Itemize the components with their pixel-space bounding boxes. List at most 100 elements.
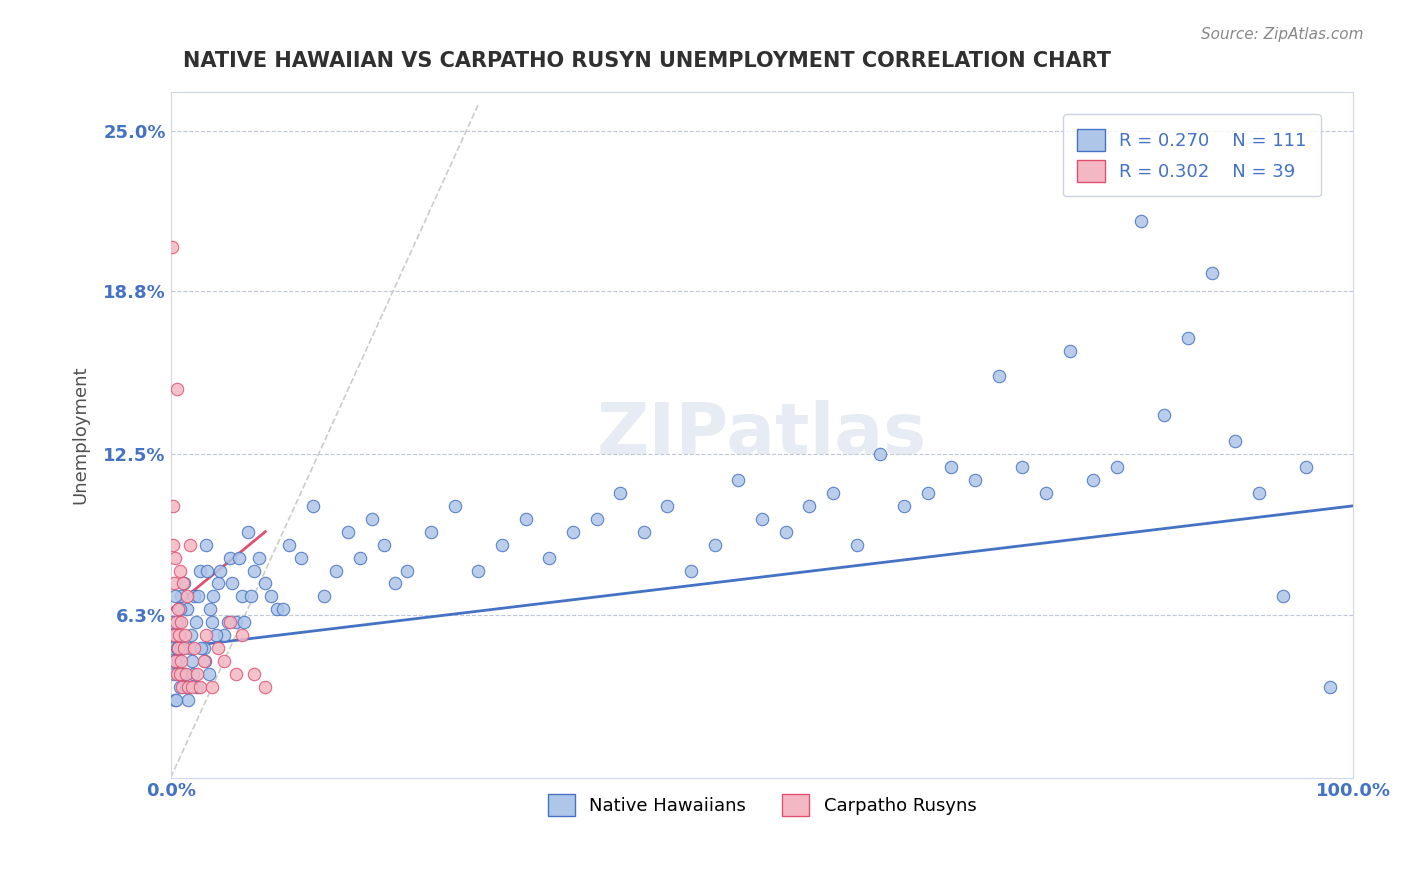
Point [538, 550, 561, 565]
Point [183, 641, 205, 656]
Point [703, 538, 725, 552]
Point [179, 641, 201, 656]
Point [183, 590, 205, 604]
Point [1153, 408, 1175, 422]
Point [202, 590, 225, 604]
Point [236, 524, 259, 539]
Point [249, 550, 271, 565]
Point [167, 641, 190, 656]
Point [173, 576, 195, 591]
Point [166, 667, 188, 681]
Point [681, 564, 703, 578]
Point [181, 667, 204, 681]
Point [207, 576, 229, 591]
Point [240, 590, 263, 604]
Point [166, 628, 188, 642]
Point [195, 628, 218, 642]
Point [163, 654, 186, 668]
Point [254, 680, 277, 694]
Point [162, 499, 184, 513]
Point [1225, 434, 1247, 448]
Point [184, 615, 207, 630]
Point [204, 628, 226, 642]
Point [799, 499, 821, 513]
Point [1059, 343, 1081, 358]
Point [181, 680, 204, 694]
Point [1177, 330, 1199, 344]
Point [1011, 460, 1033, 475]
Point [1035, 486, 1057, 500]
Point [170, 590, 193, 604]
Point [775, 524, 797, 539]
Point [207, 641, 229, 656]
Point [193, 654, 215, 668]
Point [197, 564, 219, 578]
Point [1129, 214, 1152, 228]
Point [163, 667, 186, 681]
Point [165, 693, 187, 707]
Point [160, 615, 183, 630]
Point [201, 680, 224, 694]
Point [162, 538, 184, 552]
Point [162, 641, 184, 656]
Point [169, 667, 191, 681]
Point [1201, 266, 1223, 280]
Point [173, 641, 195, 656]
Point [165, 693, 187, 707]
Point [209, 564, 232, 578]
Point [166, 602, 188, 616]
Point [177, 693, 200, 707]
Point [188, 680, 211, 694]
Point [172, 576, 194, 591]
Point [170, 615, 193, 630]
Point [188, 564, 211, 578]
Point [609, 486, 631, 500]
Point [170, 654, 193, 668]
Point [290, 550, 312, 565]
Point [163, 628, 186, 642]
Point [167, 628, 190, 642]
Point [225, 615, 247, 630]
Point [177, 680, 200, 694]
Point [201, 615, 224, 630]
Point [491, 538, 513, 552]
Point [195, 538, 218, 552]
Point [172, 641, 194, 656]
Point [278, 538, 301, 552]
Point [181, 654, 204, 668]
Point [170, 667, 193, 681]
Point [198, 602, 221, 616]
Point [170, 680, 193, 694]
Point [633, 524, 655, 539]
Point [174, 667, 197, 681]
Point [193, 641, 215, 656]
Point [941, 460, 963, 475]
Point [314, 590, 336, 604]
Point [337, 524, 360, 539]
Point [186, 667, 208, 681]
Point [515, 512, 537, 526]
Point [176, 602, 198, 616]
Point [869, 447, 891, 461]
Point [190, 641, 212, 656]
Point [218, 550, 240, 565]
Point [179, 538, 201, 552]
Point [271, 602, 294, 616]
Text: NATIVE HAWAIIAN VS CARPATHO RUSYN UNEMPLOYMENT CORRELATION CHART: NATIVE HAWAIIAN VS CARPATHO RUSYN UNEMPL… [183, 51, 1111, 70]
Point [163, 576, 186, 591]
Point [197, 667, 219, 681]
Point [170, 641, 193, 656]
Point [165, 615, 187, 630]
Y-axis label: Unemployment: Unemployment [72, 366, 89, 504]
Point [384, 576, 406, 591]
Point [212, 628, 235, 642]
Point [561, 524, 583, 539]
Point [360, 512, 382, 526]
Point [325, 564, 347, 578]
Point [186, 680, 208, 694]
Point [228, 550, 250, 565]
Point [823, 486, 845, 500]
Text: Source: ZipAtlas.com: Source: ZipAtlas.com [1201, 27, 1364, 42]
Point [166, 382, 188, 396]
Point [585, 512, 607, 526]
